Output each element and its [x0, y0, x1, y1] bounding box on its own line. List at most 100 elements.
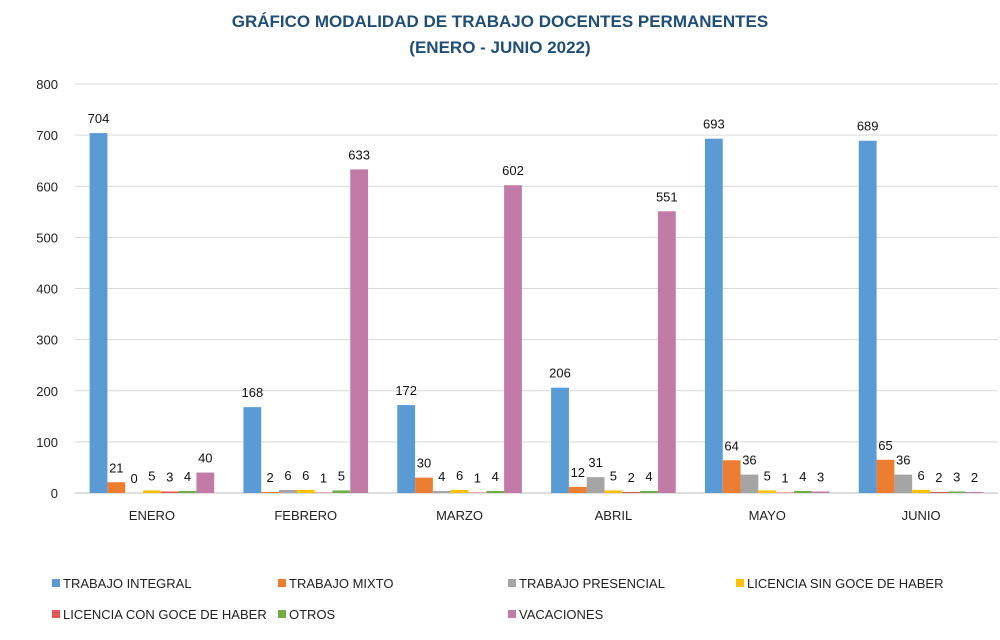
- bar-trabajo-mixto: [722, 460, 741, 493]
- data-label: 36: [742, 453, 756, 468]
- data-label: 31: [588, 455, 602, 470]
- chart-title-line-1: GRÁFICO MODALIDAD DE TRABAJO DOCENTES PE…: [232, 12, 768, 31]
- bar-otros: [947, 491, 966, 493]
- bar-trabajo-presencial: [279, 489, 297, 493]
- data-label: 5: [148, 468, 155, 483]
- data-label: 4: [799, 469, 806, 484]
- bar-licencia-sin-goce-de-haber: [604, 490, 623, 493]
- gridlines: [75, 83, 998, 494]
- chart-title-line-2: (ENERO - JUNIO 2022): [409, 38, 590, 57]
- legend-swatch: [508, 579, 516, 587]
- legend-label: TRABAJO PRESENCIAL: [519, 576, 665, 591]
- bar-vacaciones: [350, 169, 369, 493]
- y-tick-label: 200: [36, 384, 58, 399]
- data-label: 704: [88, 111, 110, 126]
- legend-label: VACACIONES: [519, 607, 604, 622]
- bar-trabajo-presencial: [432, 490, 451, 493]
- y-tick-label: 800: [36, 77, 58, 92]
- bar-trabajo-integral: [858, 140, 877, 493]
- data-label: 602: [502, 163, 524, 178]
- x-category-label: MAYO: [749, 508, 786, 523]
- bar-licencia-con-goce-de-haber: [929, 491, 948, 493]
- bar-licencia-con-goce-de-haber: [622, 491, 641, 493]
- data-label: 2: [267, 470, 274, 485]
- bar-vacaciones: [811, 491, 830, 493]
- x-category-label: FEBRERO: [274, 508, 337, 523]
- data-label: 3: [166, 469, 173, 484]
- legend-label: TRABAJO MIXTO: [289, 576, 394, 591]
- x-category-label: ABRIL: [595, 508, 633, 523]
- data-label: 6: [456, 468, 463, 483]
- data-label: 1: [474, 470, 481, 485]
- data-label: 4: [492, 469, 499, 484]
- legend-swatch: [736, 579, 744, 587]
- bar-vacaciones: [196, 472, 215, 493]
- bar-trabajo-integral: [551, 387, 569, 493]
- data-label: 2: [935, 470, 942, 485]
- bar-trabajo-mixto: [876, 459, 895, 493]
- x-axis-categories: ENERO FEBRERO MARZO ABRIL MAYO JUNIO: [129, 508, 941, 523]
- data-label: 206: [549, 366, 571, 381]
- bar-otros: [178, 490, 197, 493]
- bar-otros: [640, 490, 658, 493]
- data-label: 5: [338, 468, 345, 483]
- data-label: 5: [610, 468, 617, 483]
- bar-licencia-sin-goce-de-haber: [758, 490, 777, 493]
- data-label: 65: [878, 438, 892, 453]
- legend: TRABAJO INTEGRAL TRABAJO MIXTO TRABAJO PRE…: [52, 576, 944, 622]
- bar-licencia-sin-goce-de-haber: [450, 489, 469, 493]
- data-label: 172: [395, 383, 417, 398]
- y-tick-label: 500: [36, 230, 58, 245]
- legend-swatch: [52, 579, 60, 587]
- bar-vacaciones: [965, 491, 984, 493]
- data-label: 3: [953, 469, 960, 484]
- bar-otros: [332, 490, 351, 493]
- bar-licencia-con-goce-de-haber: [314, 492, 333, 493]
- bar-licencia-con-goce-de-haber: [160, 491, 179, 493]
- bar-licencia-sin-goce-de-haber: [143, 490, 161, 493]
- bar-trabajo-integral: [397, 405, 416, 493]
- bar-trabajo-integral: [243, 407, 262, 493]
- bar-licencia-sin-goce-de-haber: [296, 489, 315, 493]
- data-label: 12: [571, 465, 585, 480]
- x-category-label: JUNIO: [902, 508, 941, 523]
- bar-otros: [486, 490, 505, 493]
- bar-trabajo-integral: [89, 133, 108, 493]
- bar-trabajo-mixto: [107, 482, 126, 493]
- y-tick-label: 700: [36, 128, 58, 143]
- bar-licencia-sin-goce-de-haber: [912, 489, 930, 493]
- y-tick-label: 100: [36, 435, 58, 450]
- data-label: 1: [320, 470, 327, 485]
- legend-label: LICENCIA SIN GOCE DE HABER: [747, 576, 944, 591]
- data-label: 6: [302, 468, 309, 483]
- legend-label: TRABAJO INTEGRAL: [63, 576, 192, 591]
- data-label: 693: [703, 117, 725, 132]
- data-label: 0: [130, 471, 137, 486]
- legend-swatch: [278, 610, 286, 618]
- y-tick-label: 300: [36, 333, 58, 348]
- y-tick-label: 0: [51, 486, 58, 501]
- data-label: 4: [184, 469, 191, 484]
- data-label: 2: [971, 470, 978, 485]
- y-tick-label: 400: [36, 282, 58, 297]
- data-label: 689: [857, 119, 879, 134]
- bar-otros: [793, 490, 812, 493]
- data-label: 633: [348, 147, 370, 162]
- legend-swatch: [278, 579, 286, 587]
- bar-trabajo-mixto: [415, 477, 433, 493]
- data-label: 40: [198, 451, 212, 466]
- y-tick-label: 600: [36, 179, 58, 194]
- data-label: 551: [656, 189, 678, 204]
- data-label: 4: [438, 469, 445, 484]
- bar-vacaciones: [504, 185, 522, 494]
- bar-licencia-con-goce-de-haber: [468, 492, 487, 493]
- bar-trabajo-presencial: [740, 474, 759, 493]
- data-label: 6: [917, 468, 924, 483]
- bar-trabajo-mixto: [568, 486, 587, 493]
- x-category-label: MARZO: [436, 508, 483, 523]
- legend-label: OTROS: [289, 607, 336, 622]
- data-label: 64: [724, 438, 738, 453]
- legend-label: LICENCIA CON GOCE DE HABER: [63, 607, 267, 622]
